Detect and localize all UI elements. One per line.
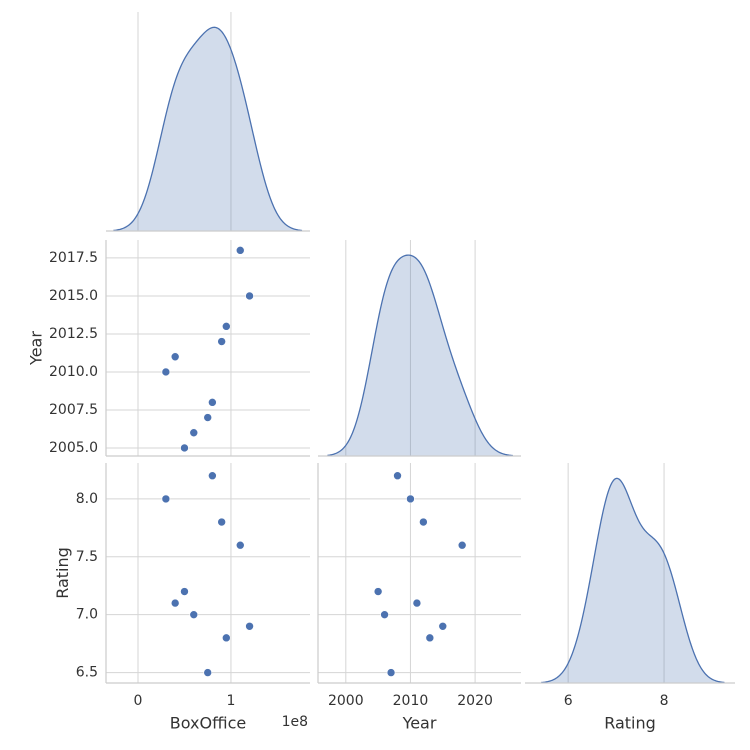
scatter-point bbox=[217, 517, 226, 527]
scatter-point bbox=[203, 668, 213, 677]
x-tick-label: 0 bbox=[134, 693, 143, 709]
scatter-point bbox=[457, 540, 467, 550]
scatter-point bbox=[208, 471, 217, 481]
scatter-point bbox=[203, 413, 213, 422]
y-axis-label: Year bbox=[27, 331, 46, 366]
scatter-point bbox=[406, 494, 415, 504]
scatter-point bbox=[180, 587, 189, 596]
y-tick-label: 2010.0 bbox=[49, 364, 98, 380]
scatter-point bbox=[412, 598, 422, 608]
x-tick-label: 2010 bbox=[393, 693, 429, 709]
scatter-point bbox=[189, 428, 199, 438]
scatter-point bbox=[245, 291, 254, 301]
axis-offset-label: 1e8 bbox=[282, 714, 308, 730]
y-tick-label: 2012.5 bbox=[49, 326, 98, 342]
x-tick-label: 6 bbox=[564, 693, 573, 709]
scatter-point bbox=[425, 633, 435, 643]
scatter-point bbox=[419, 517, 428, 527]
scatter-point bbox=[235, 246, 245, 255]
scatter-point bbox=[393, 471, 402, 481]
kde-fill bbox=[327, 255, 513, 456]
y-tick-label: 2005.0 bbox=[49, 440, 98, 456]
x-tick-label: 2000 bbox=[328, 693, 364, 709]
scatter-point bbox=[170, 598, 180, 608]
scatter-point bbox=[222, 322, 231, 331]
scatter-point bbox=[217, 337, 226, 346]
scatter-point bbox=[235, 540, 245, 550]
scatter-point bbox=[180, 443, 189, 453]
x-tick-label: 2020 bbox=[457, 693, 493, 709]
scatter-point bbox=[245, 621, 254, 631]
y-tick-label: 2015.0 bbox=[49, 288, 98, 304]
x-axis-label: Rating bbox=[604, 714, 656, 733]
scatter-point bbox=[170, 352, 180, 362]
kde-fill bbox=[113, 27, 303, 231]
scatter-point bbox=[380, 610, 389, 619]
kde-line bbox=[113, 26, 303, 232]
scatter-point bbox=[161, 367, 171, 377]
scatter-point bbox=[438, 621, 448, 631]
y-axis-label: Rating bbox=[53, 547, 72, 599]
kde-line bbox=[327, 254, 513, 457]
y-tick-label: 7.0 bbox=[76, 607, 98, 623]
y-tick-label: 7.5 bbox=[76, 549, 98, 565]
scatter-point bbox=[373, 587, 383, 596]
x-tick-label: 1 bbox=[227, 693, 236, 709]
y-tick-label: 6.5 bbox=[76, 665, 98, 681]
kde-fill bbox=[541, 478, 725, 683]
y-tick-label: 2007.5 bbox=[49, 402, 98, 418]
x-axis-label: Year bbox=[402, 714, 437, 733]
kde-line bbox=[541, 477, 725, 684]
scatter-point bbox=[222, 633, 231, 643]
y-tick-label: 8.0 bbox=[76, 491, 98, 507]
scatter-point bbox=[189, 610, 199, 619]
y-tick-label: 2017.5 bbox=[49, 250, 98, 266]
scatter-point bbox=[161, 494, 171, 504]
x-axis-label: BoxOffice bbox=[170, 714, 246, 733]
scatter-point bbox=[386, 668, 396, 677]
scatter-point bbox=[208, 398, 217, 407]
x-tick-label: 8 bbox=[660, 693, 669, 709]
